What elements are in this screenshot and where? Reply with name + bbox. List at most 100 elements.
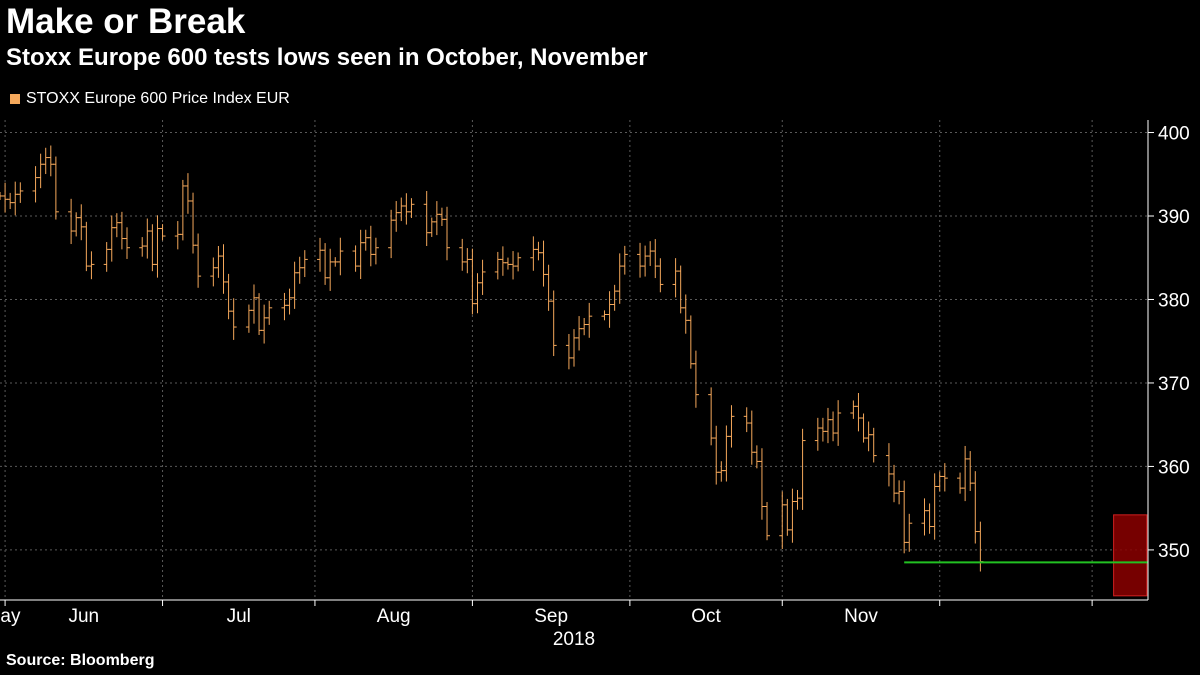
- price-bar: [571, 329, 577, 367]
- price-bar: [891, 464, 898, 503]
- price-bar: [230, 298, 237, 340]
- price-bar: [606, 291, 613, 328]
- price-bar: [433, 201, 440, 236]
- price-bar: [708, 387, 715, 446]
- price-bar: [657, 258, 664, 293]
- price-bar: [220, 244, 227, 294]
- price-bar: [672, 258, 679, 298]
- price-bar: [474, 273, 481, 314]
- price-bar: [372, 237, 379, 265]
- price-bar: [642, 245, 649, 277]
- price-bar: [824, 407, 831, 444]
- price-bar: [906, 513, 913, 552]
- y-tick-label: 350: [1158, 541, 1190, 562]
- price-bar: [850, 400, 857, 419]
- price-bar: [936, 471, 943, 492]
- price-bar: [103, 242, 110, 272]
- chart-title: Make or Break: [6, 2, 246, 41]
- price-bar: [398, 197, 405, 222]
- axes: 350 360 370 380 390 400 May Jun Jul Aug Sep Oct Nov 2…: [0, 120, 1190, 650]
- price-bar: [652, 239, 659, 279]
- price-bar: [7, 192, 14, 210]
- price-bar: [616, 253, 623, 304]
- price-bar: [78, 204, 85, 241]
- price-bar: [692, 350, 699, 408]
- price-bar: [469, 248, 476, 315]
- series-bars: [0, 145, 984, 572]
- price-bar: [296, 256, 303, 284]
- price-bar: [885, 443, 892, 487]
- price-bar: [42, 147, 49, 175]
- y-tick-label: 380: [1158, 290, 1190, 311]
- price-bar: [322, 243, 329, 285]
- price-bar: [586, 302, 593, 338]
- price-bar: [37, 153, 44, 189]
- price-bar: [972, 471, 979, 544]
- x-tick-label: Jun: [68, 606, 99, 627]
- price-bar: [865, 421, 872, 452]
- price-bar: [291, 261, 298, 309]
- price-bar: [941, 463, 948, 492]
- price-bar: [687, 315, 694, 369]
- price-bar: [870, 427, 877, 463]
- price-bar: [926, 503, 933, 534]
- price-bar: [388, 209, 395, 259]
- grid: [0, 120, 1148, 600]
- chart-subtitle: Stoxx Europe 600 tests lows seen in Octo…: [6, 44, 648, 71]
- price-bar: [510, 251, 517, 280]
- price-bar: [967, 451, 974, 491]
- price-bar: [190, 192, 197, 254]
- price-bar: [515, 252, 522, 272]
- y-tick-label: 390: [1158, 207, 1190, 228]
- price-bar: [83, 221, 90, 272]
- price-bar: [464, 248, 471, 274]
- price-bar: [2, 182, 9, 213]
- price-bar: [576, 316, 583, 351]
- price-bar: [108, 215, 115, 262]
- price-bar: [637, 242, 644, 278]
- x-tick-label: Sep: [534, 606, 568, 627]
- price-bar: [835, 400, 842, 446]
- price-bar: [118, 211, 125, 250]
- legend: STOXX Europe 600 Price Index EUR: [10, 90, 290, 108]
- x-axis-title: 2018: [553, 629, 595, 650]
- price-bar: [830, 411, 837, 442]
- y-tick-label: 400: [1158, 124, 1190, 145]
- price-bar: [327, 248, 334, 291]
- price-bar: [68, 198, 75, 245]
- price-bar: [52, 156, 59, 220]
- price-bar: [794, 489, 801, 510]
- price-bar: [159, 224, 166, 241]
- price-bar: [367, 225, 374, 267]
- price-bar: [581, 318, 588, 336]
- price-bar: [32, 166, 39, 203]
- price-bar: [179, 179, 186, 241]
- price-bar: [184, 173, 191, 214]
- price-bar: [286, 288, 293, 315]
- x-tick-label: Aug: [377, 606, 411, 627]
- price-bar: [210, 257, 217, 287]
- price-bar: [393, 201, 400, 232]
- price-bar: [123, 227, 130, 259]
- price-bar: [479, 259, 486, 295]
- price-bar: [550, 290, 557, 357]
- price-bar: [266, 300, 273, 325]
- y-tick-label: 370: [1158, 374, 1190, 395]
- price-bar: [779, 491, 786, 550]
- price-bar: [896, 480, 903, 505]
- price-bar: [174, 221, 181, 250]
- price-bar: [281, 292, 288, 321]
- price-bar: [728, 405, 735, 448]
- price-bar: [565, 333, 572, 370]
- price-bar: [362, 229, 369, 251]
- price-bar: [494, 251, 501, 280]
- price-bar: [682, 294, 689, 334]
- highlight-box: [1113, 514, 1148, 597]
- price-bar: [819, 417, 826, 442]
- price-bar: [504, 257, 511, 270]
- price-bar: [17, 182, 24, 203]
- price-bar: [764, 501, 771, 541]
- price-bar: [855, 392, 862, 432]
- price-bar: [250, 284, 257, 324]
